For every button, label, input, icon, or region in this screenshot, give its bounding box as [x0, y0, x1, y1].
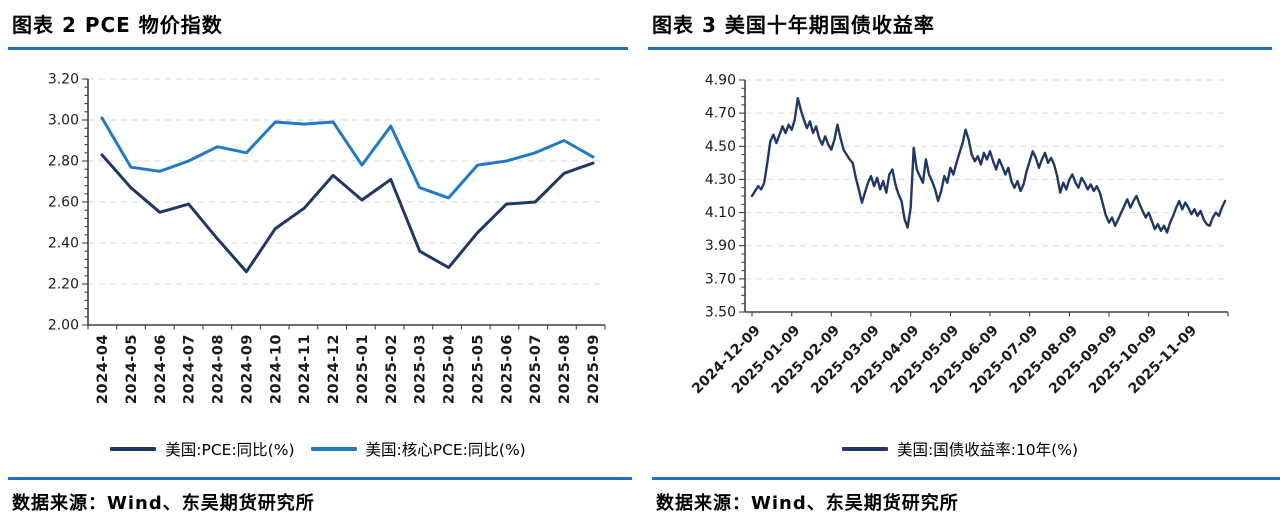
x-axis-label: 2024-12: [326, 334, 342, 404]
legend-label: 美国:国债收益率:10年(%): [897, 441, 1078, 459]
chart2-title: 图表 2 PCE 物价指数: [8, 0, 628, 50]
legend-swatch: [842, 447, 888, 451]
treasury-chart-legend: 美国:国债收益率:10年(%): [648, 438, 1272, 460]
y-axis-label: 2.40: [48, 236, 79, 252]
chart3-title: 图表 3 美国十年期国债收益率: [648, 0, 1272, 50]
y-axis-label: 2.00: [48, 318, 79, 334]
legend-label: 美国:PCE:同比(%): [165, 441, 295, 459]
legend-item: 美国:PCE:同比(%): [110, 438, 295, 460]
x-axis-label: 2024-06: [153, 334, 169, 404]
y-axis-label: 4.90: [705, 73, 736, 89]
x-axis-label: 2025-08: [557, 334, 573, 404]
pce-chart-legend: 美国:PCE:同比(%) 美国:核心PCE:同比(%): [8, 438, 628, 460]
x-axis-label: 2024-08: [211, 334, 227, 404]
data-source-right: 数据来源：Wind、东吴期货研究所: [652, 477, 1280, 515]
y-axis-label: 2.20: [48, 277, 79, 293]
x-axis-label: 2025-03: [413, 334, 429, 404]
y-axis-label: 4.10: [705, 205, 736, 221]
series-line: [100, 153, 595, 274]
x-axis-label: 2025-05: [471, 334, 487, 404]
pce-panel: 图表 2 PCE 物价指数 2.00 2.20 2.40 2.60 2.80 3.00 3.…: [8, 0, 628, 472]
y-axis-label: 2.60: [48, 195, 79, 211]
x-axis-label: 2025-09: [586, 334, 602, 404]
legend-item: 美国:国债收益率:10年(%): [842, 438, 1078, 460]
y-axis-label: 4.70: [705, 106, 736, 122]
treasury-yield-chart: 3.50 3.70 3.90 4.10 4.30 4.50 4.70 4.90 2024-12-…: [689, 73, 1229, 398]
legend-item: 美国:核心PCE:同比(%): [310, 438, 526, 460]
y-axis-label: 3.20: [48, 72, 79, 88]
x-axis-label: 2025-01: [355, 334, 371, 404]
x-axis-label: 2024-05: [124, 334, 140, 404]
y-axis-label: 4.50: [705, 139, 736, 155]
y-axis-label: 2.80: [48, 154, 79, 170]
x-axis-label: 2024-04: [95, 334, 111, 404]
x-axis-label: 2025-07: [528, 334, 544, 404]
series-line: [100, 116, 595, 200]
x-axis-label: 2024-11: [297, 334, 313, 404]
x-axis-label: 2024-07: [182, 334, 198, 404]
data-source-left: 数据来源：Wind、东吴期货研究所: [8, 477, 632, 515]
legend-swatch: [110, 447, 157, 451]
y-axis-label: 4.30: [705, 172, 736, 188]
y-axis-label: 3.90: [705, 238, 736, 254]
y-axis-label: 3.70: [705, 271, 736, 287]
treasury-panel: 图表 3 美国十年期国债收益率 3.50 3.70 3.90 4.10 4.30 4.50…: [648, 0, 1272, 472]
y-axis-label: 3.50: [705, 305, 736, 321]
x-axis-label: 2024-09: [239, 334, 255, 404]
pce-chart: 2.00 2.20 2.40 2.60 2.80 3.00 3.20 2024-04 2024-…: [48, 72, 606, 404]
x-axis-label: 2025-02: [384, 334, 400, 404]
x-axis-label: 2024-12-09: [689, 323, 764, 398]
source-footer: 数据来源：Wind、东吴期货研究所 数据来源：Wind、东吴期货研究所: [0, 477, 1280, 515]
x-axis-label: 2025-04: [442, 334, 458, 404]
legend-swatch: [310, 447, 357, 451]
series-line: [750, 97, 1227, 234]
x-axis-label: 2024-10: [268, 334, 284, 404]
y-axis-label: 3.00: [48, 113, 79, 129]
x-axis-label: 2025-06: [499, 334, 515, 404]
legend-label: 美国:核心PCE:同比(%): [365, 441, 526, 459]
